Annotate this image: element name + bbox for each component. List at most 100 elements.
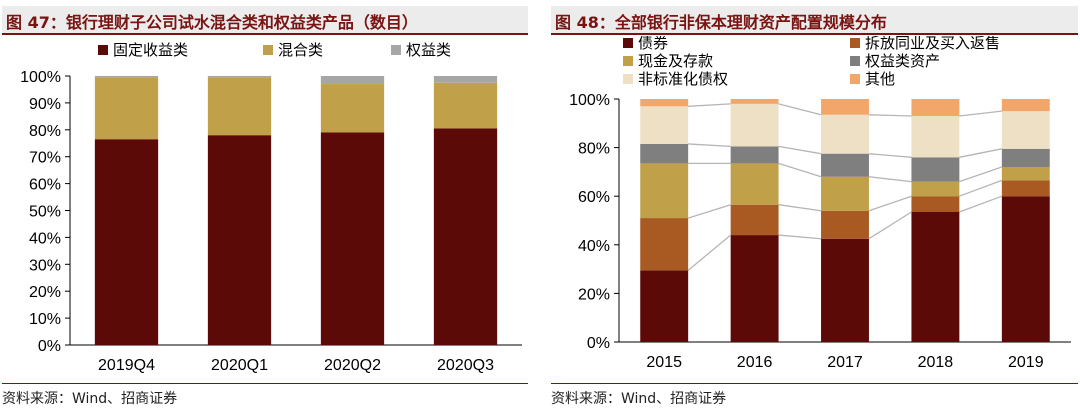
- left-bar-2020Q3-固定收益类: [433, 128, 498, 345]
- right-connector-拆放同业及买入返售: [778, 204, 822, 212]
- right-legend-label-拆放同业及买入返售: 拆放同业及买入返售: [865, 36, 1000, 52]
- right-bar-2015-其他: [640, 99, 689, 107]
- left-bar-2019Q4-混合类: [94, 77, 159, 140]
- left-bar-2020Q2-混合类: [320, 84, 385, 133]
- right-bar-2019-非标准化债权: [1001, 111, 1050, 149]
- left-ytick-label: 90%: [29, 96, 61, 113]
- right-bar-2017-权益类资产: [821, 153, 869, 177]
- right-bar-2016-拆放同业及买入返售: [730, 204, 779, 236]
- left-legend-swatch-权益类: [391, 45, 401, 55]
- right-bar-2016-非标准化债权: [730, 103, 779, 147]
- right-connector-现金及存款: [868, 176, 912, 183]
- right-legend-swatch-其他: [850, 74, 860, 84]
- left-legend-label-固定收益类: 固定收益类: [113, 42, 188, 59]
- left-chart-source: 资料来源：Wind、招商证券: [2, 383, 528, 408]
- left-legend-label-权益类: 权益类: [406, 42, 451, 59]
- right-connector-现金及存款: [778, 162, 822, 178]
- right-connector-非标准化债权: [778, 103, 822, 116]
- right-bar-2018-其他: [911, 99, 960, 117]
- right-legend-swatch-非标准化债权: [623, 74, 633, 84]
- right-chart-panel: 图 48：全部银行非保本理财资产配置规模分布 0% 20% 40% 60% 80% 100…: [549, 0, 1080, 412]
- right-chart-source: 资料来源：Wind、招商证券: [551, 383, 1078, 408]
- left-legend-label-混合类: 混合类: [278, 42, 323, 59]
- right-bar-2017-拆放同业及买入返售: [821, 210, 869, 239]
- right-ytick-label: 80%: [578, 141, 610, 158]
- right-bar-2017-现金及存款: [821, 176, 869, 211]
- left-chart-title-bar: 图 47：银行理财子公司试水混合类和权益类产品（数目）: [2, 6, 528, 35]
- right-connector-拆放同业及买入返售: [959, 179, 1003, 197]
- left-chart-title: 图 47：银行理财子公司试水混合类和权益类产品（数目）: [6, 13, 418, 32]
- right-ytick-label: 60%: [578, 189, 610, 206]
- right-bar-2015-现金及存款: [640, 163, 689, 219]
- right-bar-2017-非标准化债权: [821, 114, 869, 154]
- right-stacked-bar-chart: 0% 20% 40% 60% 80% 100% 2015 2016 2017 2018 2019 债券…: [569, 36, 1071, 371]
- left-ytick-label: 20%: [29, 284, 61, 301]
- left-ytick-label: 0%: [38, 338, 61, 355]
- left-bar-2019Q4-权益类: [94, 76, 159, 78]
- right-connector-非标准化债权: [868, 114, 912, 117]
- right-xtick-label: 2015: [646, 354, 682, 371]
- left-bar-2020Q1-权益类: [207, 76, 272, 78]
- right-ytick-label: 20%: [578, 286, 610, 303]
- right-connector-非标准化债权: [688, 103, 731, 107]
- right-connector-债券: [687, 234, 732, 271]
- right-bar-2019-其他: [1001, 99, 1050, 112]
- right-chart-title: 图 48：全部银行非保本理财资产配置规模分布: [555, 13, 887, 32]
- right-xtick-label: 2018: [918, 354, 954, 371]
- left-legend-swatch-固定收益类: [98, 45, 108, 55]
- right-bar-2016-现金及存款: [730, 163, 779, 205]
- right-ytick-label: 40%: [578, 238, 610, 255]
- left-chart-panel: 图 47：银行理财子公司试水混合类和权益类产品（数目） 0% 10% 20% 30% 4…: [0, 0, 530, 412]
- right-legend-label-权益类资产: 权益类资产: [865, 53, 940, 70]
- right-bar-2015-拆放同业及买入返售: [640, 218, 689, 271]
- right-ytick-label: 100%: [569, 92, 610, 109]
- right-bar-2018-拆放同业及买入返售: [911, 196, 960, 212]
- left-bar-2020Q3-混合类: [433, 82, 498, 129]
- right-bar-2015-权益类资产: [640, 143, 689, 164]
- left-bar-2020Q1-固定收益类: [207, 135, 272, 345]
- right-bar-2018-非标准化债权: [911, 116, 960, 158]
- right-bar-2016-权益类资产: [730, 146, 779, 164]
- right-connector-现金及存款: [959, 166, 1003, 183]
- left-xtick-label: 2020Q1: [211, 357, 268, 374]
- right-legend-label-债券: 债券: [638, 36, 668, 52]
- right-connector-拆放同业及买入返售: [868, 195, 912, 212]
- right-legend-swatch-权益类资产: [850, 56, 860, 66]
- right-connector-权益类资产: [868, 153, 912, 158]
- right-connector-债券: [778, 234, 822, 240]
- left-xtick-label: 2020Q3: [437, 357, 494, 374]
- left-xtick-label: 2019Q4: [98, 357, 155, 374]
- left-ytick-label: 10%: [29, 311, 61, 328]
- left-bar-2020Q3-权益类: [433, 76, 498, 83]
- left-legend-swatch-混合类: [263, 45, 273, 55]
- right-xtick-label: 2016: [737, 354, 773, 371]
- right-bar-2019-拆放同业及买入返售: [1001, 180, 1050, 197]
- right-bar-2018-债券: [911, 211, 960, 342]
- left-stacked-bar-chart: 0% 10% 20% 30% 40% 50% 60% 70% 80% 90% 100% 2019Q4 2…: [20, 42, 522, 374]
- right-chart-title-bar: 图 48：全部银行非保本理财资产配置规模分布: [551, 6, 1078, 35]
- left-bar-2020Q1-混合类: [207, 77, 272, 136]
- right-connector-权益类资产: [959, 148, 1002, 158]
- right-bar-2019-现金及存款: [1001, 167, 1050, 181]
- left-ytick-label: 60%: [29, 177, 61, 194]
- right-xtick-label: 2019: [1008, 354, 1044, 371]
- right-bar-2016-其他: [730, 99, 779, 104]
- right-bar-2015-非标准化债权: [640, 106, 689, 144]
- right-connector-非标准化债权: [959, 110, 1002, 117]
- right-legend-swatch-拆放同业及买入返售: [850, 38, 860, 48]
- right-legend-swatch-现金及存款: [623, 56, 633, 66]
- left-ytick-label: 80%: [29, 123, 61, 140]
- left-xtick-label: 2020Q2: [324, 357, 381, 374]
- right-legend-label-现金及存款: 现金及存款: [638, 53, 713, 70]
- right-connector-拆放同业及买入返售: [687, 204, 731, 219]
- right-legend-label-其他: 其他: [865, 71, 895, 88]
- right-bar-2016-债券: [730, 235, 779, 342]
- right-bar-2015-债券: [640, 270, 689, 342]
- left-bar-2020Q2-权益类: [320, 76, 385, 85]
- right-connector-债券: [868, 211, 912, 240]
- left-ytick-label: 50%: [29, 204, 61, 221]
- right-bar-2019-权益类资产: [1001, 148, 1050, 168]
- left-ytick-label: 100%: [20, 69, 61, 86]
- left-bar-2019Q4-固定收益类: [94, 139, 159, 345]
- right-bar-2018-权益类资产: [911, 157, 960, 182]
